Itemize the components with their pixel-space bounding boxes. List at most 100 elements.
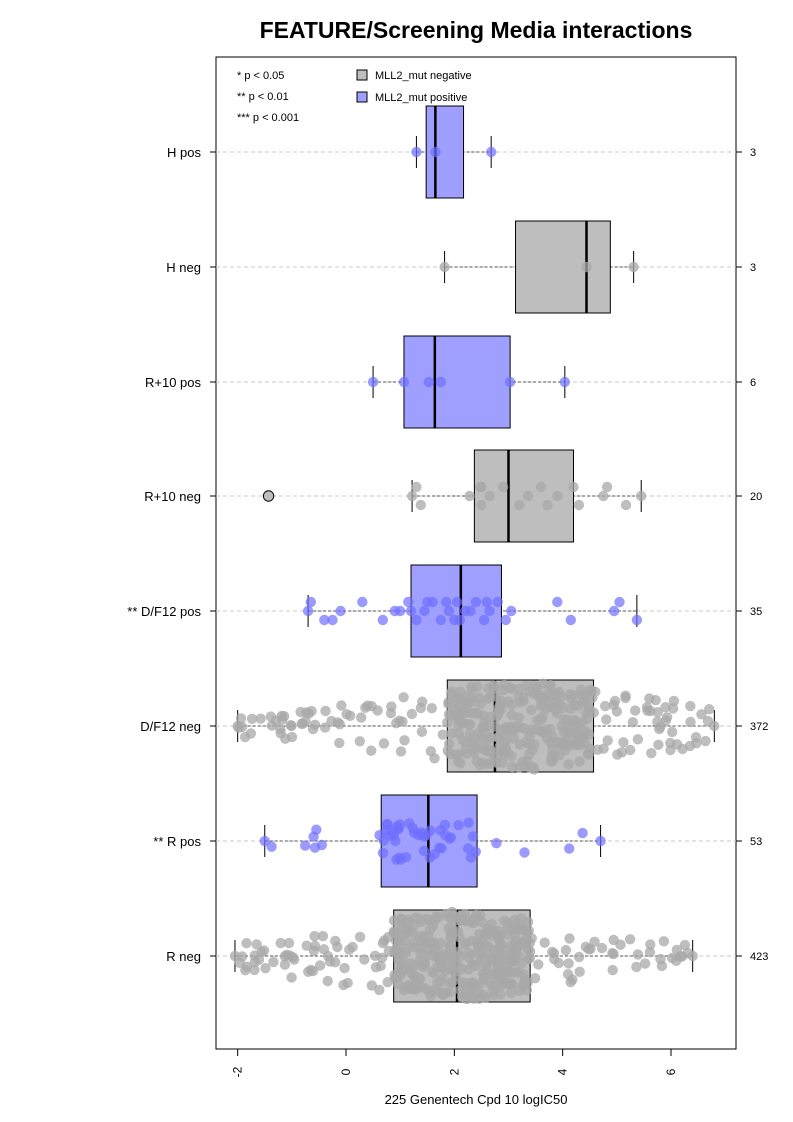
data-point bbox=[390, 973, 402, 984]
data-point bbox=[596, 942, 608, 954]
data-point bbox=[375, 960, 386, 972]
data-point bbox=[465, 986, 476, 998]
data-point bbox=[514, 499, 525, 511]
data-point bbox=[395, 919, 407, 931]
data-point bbox=[565, 703, 576, 714]
data-point bbox=[275, 728, 286, 739]
data-point bbox=[527, 724, 538, 735]
data-point bbox=[658, 936, 670, 947]
data-point bbox=[286, 972, 297, 983]
data-point bbox=[409, 972, 420, 983]
group-label: ** D/F12 pos bbox=[127, 604, 201, 619]
data-point bbox=[611, 706, 623, 717]
data-point bbox=[547, 946, 558, 958]
x-tick-label: -2 bbox=[231, 1066, 245, 1077]
data-point bbox=[582, 748, 593, 759]
data-point bbox=[297, 718, 308, 729]
data-point bbox=[395, 963, 406, 975]
data-point bbox=[367, 376, 379, 388]
data-point bbox=[463, 947, 474, 959]
data-point bbox=[284, 950, 295, 961]
data-points bbox=[229, 146, 720, 1005]
data-point bbox=[275, 937, 286, 949]
data-point bbox=[425, 746, 436, 757]
data-point bbox=[300, 840, 311, 851]
data-point bbox=[413, 830, 424, 841]
data-point bbox=[696, 709, 707, 720]
significance-key-item: * p < 0.05 bbox=[237, 70, 284, 82]
data-point bbox=[542, 499, 553, 511]
data-point bbox=[495, 695, 507, 706]
data-point bbox=[421, 829, 432, 841]
data-point bbox=[426, 703, 437, 714]
data-point bbox=[406, 490, 418, 502]
data-point bbox=[398, 984, 410, 996]
data-point bbox=[302, 605, 314, 617]
data-point bbox=[607, 964, 618, 976]
data-point bbox=[463, 964, 474, 975]
outlier-point bbox=[262, 490, 275, 502]
data-point bbox=[229, 950, 241, 962]
data-point bbox=[366, 980, 377, 991]
x-tick-label: 6 bbox=[664, 1068, 678, 1075]
data-point bbox=[492, 596, 503, 608]
data-point bbox=[506, 987, 517, 998]
data-point bbox=[700, 735, 711, 747]
data-point bbox=[583, 729, 595, 740]
data-point bbox=[563, 759, 574, 770]
data-point bbox=[517, 692, 529, 703]
data-point bbox=[295, 706, 306, 718]
data-point bbox=[470, 707, 482, 718]
data-point bbox=[378, 738, 390, 749]
data-point bbox=[632, 734, 644, 745]
data-point bbox=[653, 739, 664, 750]
data-point bbox=[435, 976, 447, 988]
data-point bbox=[574, 966, 585, 977]
group-count: 20 bbox=[750, 491, 762, 503]
group-count: 423 bbox=[750, 951, 768, 963]
data-point bbox=[554, 737, 565, 748]
data-point bbox=[283, 937, 295, 949]
data-point bbox=[319, 614, 330, 626]
data-point bbox=[667, 726, 678, 738]
data-point bbox=[577, 827, 588, 839]
group-label: R neg bbox=[166, 949, 201, 964]
data-point bbox=[492, 711, 503, 722]
data-point bbox=[644, 947, 656, 958]
data-point bbox=[430, 146, 441, 158]
data-point bbox=[334, 719, 345, 730]
data-point bbox=[488, 683, 499, 694]
data-point bbox=[545, 737, 556, 748]
data-point bbox=[545, 680, 556, 691]
data-point bbox=[387, 827, 399, 838]
data-point bbox=[476, 499, 487, 511]
data-point bbox=[565, 614, 576, 626]
data-point bbox=[677, 743, 688, 755]
data-point bbox=[632, 949, 644, 960]
data-point bbox=[601, 714, 612, 725]
data-point bbox=[506, 939, 518, 951]
data-point bbox=[517, 979, 529, 990]
data-point bbox=[668, 695, 680, 707]
data-point bbox=[437, 989, 448, 1000]
data-point bbox=[285, 720, 296, 731]
group-count: 53 bbox=[750, 836, 762, 848]
group-count: 3 bbox=[750, 147, 756, 159]
data-point bbox=[537, 727, 549, 738]
data-point bbox=[502, 968, 514, 979]
data-point bbox=[464, 490, 475, 502]
data-point bbox=[374, 830, 385, 841]
data-point bbox=[660, 702, 671, 713]
data-point bbox=[417, 930, 428, 942]
data-point bbox=[301, 940, 312, 951]
box-plots bbox=[234, 105, 715, 1003]
data-point bbox=[485, 732, 496, 744]
data-point bbox=[453, 820, 464, 831]
data-point bbox=[393, 955, 404, 966]
data-point bbox=[484, 758, 496, 769]
data-point bbox=[308, 831, 319, 842]
data-point bbox=[503, 696, 514, 707]
data-point bbox=[251, 939, 262, 950]
data-point bbox=[330, 935, 341, 947]
data-point bbox=[565, 688, 576, 700]
